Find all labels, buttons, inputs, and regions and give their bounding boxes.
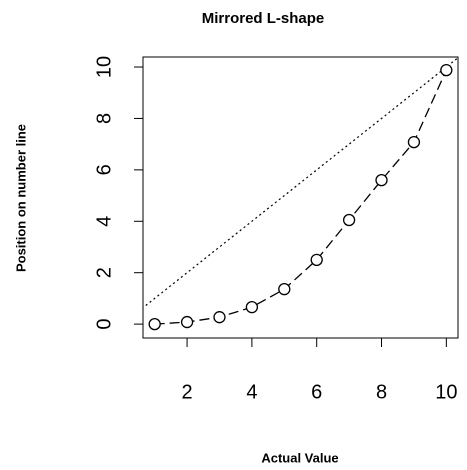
x-tick-label: 4 bbox=[246, 381, 257, 403]
point bbox=[148, 317, 161, 331]
point bbox=[245, 300, 259, 314]
chart-title: Mirrored L-shape bbox=[202, 10, 325, 27]
point bbox=[310, 253, 323, 266]
y-tick-label: 2 bbox=[93, 267, 115, 278]
series-line bbox=[154, 69, 447, 325]
x-tick-label: 2 bbox=[182, 381, 193, 403]
plot-box bbox=[142, 56, 459, 339]
reference-line bbox=[143, 57, 458, 309]
x-tick-label: 6 bbox=[311, 381, 322, 403]
point bbox=[375, 173, 388, 187]
point bbox=[342, 213, 356, 227]
point bbox=[180, 315, 194, 329]
x-tick-label: 10 bbox=[435, 381, 457, 403]
y-tick-label: 0 bbox=[93, 319, 115, 330]
y-axis-label: Position on number line bbox=[13, 124, 28, 272]
y-tick-label: 4 bbox=[93, 216, 115, 227]
y-tick-label: 6 bbox=[93, 164, 115, 175]
y-tick-label: 10 bbox=[93, 56, 115, 78]
x-axis-label: Actual Value bbox=[261, 450, 338, 465]
x-tick-label: 8 bbox=[376, 381, 387, 403]
point bbox=[278, 283, 291, 296]
point bbox=[440, 63, 453, 77]
y-tick-label: 8 bbox=[93, 113, 115, 124]
point bbox=[213, 311, 226, 324]
point bbox=[407, 135, 421, 149]
